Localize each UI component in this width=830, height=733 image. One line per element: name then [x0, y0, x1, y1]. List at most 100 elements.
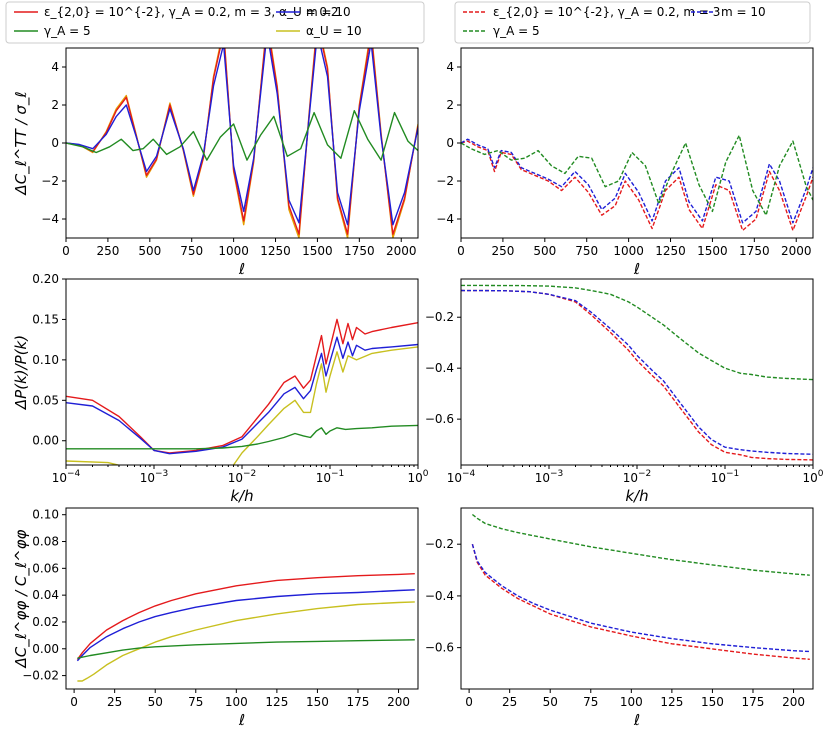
x-tick-label: 75 — [188, 695, 203, 709]
y-tick-label: 0 — [446, 136, 454, 150]
x-tick-label: 25 — [107, 695, 122, 709]
y-tick-label: 0.02 — [32, 615, 59, 629]
x-tick-label: 500 — [533, 244, 556, 258]
y-tick-label: 0.05 — [32, 393, 59, 407]
x-tick-label: 0 — [465, 695, 473, 709]
legend-label: m = 10 — [721, 5, 766, 19]
x-axis-label: k/h — [625, 487, 648, 505]
legend-label: α_U = 10 — [306, 24, 362, 38]
series-group — [461, 284, 813, 461]
y-axis-label: ΔP(k)/P(k) — [12, 335, 30, 410]
series-line-1 — [66, 336, 418, 455]
x-tick-label: 100 — [225, 695, 248, 709]
x-tick-label: 175 — [742, 695, 765, 709]
y-tick-label: −0.6 — [425, 412, 454, 426]
series-line-1 — [461, 289, 813, 455]
x-tick-label: 25 — [502, 695, 517, 709]
legend-box — [5, 1, 425, 44]
legend-label: ε_{2,0} = 10^{-2}, γ_A = 0.2, m = 3 — [493, 5, 720, 19]
x-tick-label: 1500 — [697, 244, 728, 258]
y-tick-label: 0.10 — [32, 508, 59, 522]
series-line-1 — [471, 544, 810, 653]
legend-label: γ_A = 5 — [44, 24, 91, 38]
y-tick-label: 0.08 — [32, 535, 59, 549]
series-group — [66, 318, 418, 465]
series-group — [461, 134, 813, 232]
plot-frame — [460, 507, 814, 690]
x-tick-label: 100 — [802, 469, 823, 485]
legends: ε_{2,0} = 10^{-2}, γ_A = 0.2, m = 3, α_U… — [5, 1, 811, 44]
x-tick-label: 1250 — [260, 244, 291, 258]
x-tick-label: 10−3 — [535, 469, 564, 485]
x-tick-label: 750 — [575, 244, 598, 258]
y-tick-label: 0.20 — [32, 272, 59, 286]
plot-frame — [460, 47, 814, 239]
series-group — [66, 48, 418, 238]
x-tick-label: 10−1 — [711, 469, 740, 485]
x-tick-label: 1500 — [302, 244, 333, 258]
y-tick-label: −2 — [41, 174, 59, 188]
x-tick-label: 125 — [660, 695, 683, 709]
series-group — [76, 573, 415, 682]
legend-box — [454, 1, 811, 44]
series-line-0 — [461, 140, 813, 232]
y-tick-label: 4 — [51, 60, 59, 74]
y-tick-label: 2 — [446, 98, 454, 112]
x-axis-label: ℓ — [238, 260, 245, 278]
y-tick-label: 0.10 — [32, 353, 59, 367]
x-tick-label: 10−2 — [228, 469, 257, 485]
y-tick-label: −0.2 — [425, 310, 454, 324]
y-tick-label: 2 — [51, 98, 59, 112]
y-tick-label: −0.6 — [425, 641, 454, 655]
legend-label: m = 10 — [306, 5, 351, 19]
chart-cmb-left: 0 250 500 750 1000 1250 1500 1750 2000 −4 −2 0 2 4 ℓ ΔC… — [12, 47, 419, 278]
x-tick-label: 2000 — [781, 244, 812, 258]
y-tick-label: −0.4 — [425, 589, 454, 603]
x-tick-label: 10−4 — [52, 469, 81, 485]
x-tick-label: 200 — [387, 695, 410, 709]
x-tick-label: 750 — [180, 244, 203, 258]
y-tick-label: −0.02 — [22, 669, 59, 683]
y-tick-label: −4 — [436, 212, 454, 226]
chart-lens-right: 0 25 50 75 100 125 150 175 200 −0.6 −0.4 −0.2 ℓ — [425, 507, 814, 729]
y-tick-label: −2 — [436, 174, 454, 188]
series-line-3 — [66, 110, 418, 161]
y-tick-label: 0.15 — [32, 312, 59, 326]
plot-frame — [65, 507, 419, 690]
series-line-1 — [461, 138, 813, 224]
y-tick-label: −0.2 — [425, 537, 454, 551]
x-tick-label: 0 — [457, 244, 465, 258]
x-axis-label: ℓ — [633, 260, 640, 278]
x-tick-label: 1250 — [655, 244, 686, 258]
plot-frame — [460, 278, 814, 466]
series-line-2 — [66, 48, 418, 226]
series-line-3 — [66, 424, 418, 450]
x-axis-label: ℓ — [633, 711, 640, 729]
x-tick-label: 150 — [701, 695, 724, 709]
x-tick-label: 50 — [543, 695, 558, 709]
x-tick-label: 2000 — [386, 244, 417, 258]
y-tick-label: −0.4 — [425, 361, 454, 375]
series-line-0 — [66, 318, 418, 454]
x-axis-label: k/h — [230, 487, 253, 505]
chart-pk-right: 10−4 10−3 10−2 10−1 100 −0.6 −0.4 −0.2 k/h — [425, 278, 824, 505]
y-tick-label: 0.00 — [32, 642, 59, 656]
series-line-3 — [77, 639, 415, 659]
x-tick-label: 75 — [583, 695, 598, 709]
x-tick-label: 0 — [70, 695, 78, 709]
x-tick-label: 10−1 — [316, 469, 345, 485]
y-tick-label: −4 — [41, 212, 59, 226]
y-tick-label: 0.06 — [32, 561, 59, 575]
x-tick-label: 175 — [347, 695, 370, 709]
x-tick-label: 500 — [138, 244, 161, 258]
series-line-0 — [76, 573, 415, 660]
chart-pk-left: 10−4 10−3 10−2 10−1 100 0.00 0.05 0.10 0.15 0.20 k… — [12, 272, 429, 505]
x-tick-label: 1000 — [613, 244, 644, 258]
x-tick-label: 50 — [148, 695, 163, 709]
y-tick-label: 0.00 — [32, 434, 59, 448]
panels: 0 250 500 750 1000 1250 1500 1750 2000−4−2024ℓΔC… — [12, 47, 824, 729]
x-tick-label: 0 — [62, 244, 70, 258]
x-axis-label: ℓ — [238, 711, 245, 729]
